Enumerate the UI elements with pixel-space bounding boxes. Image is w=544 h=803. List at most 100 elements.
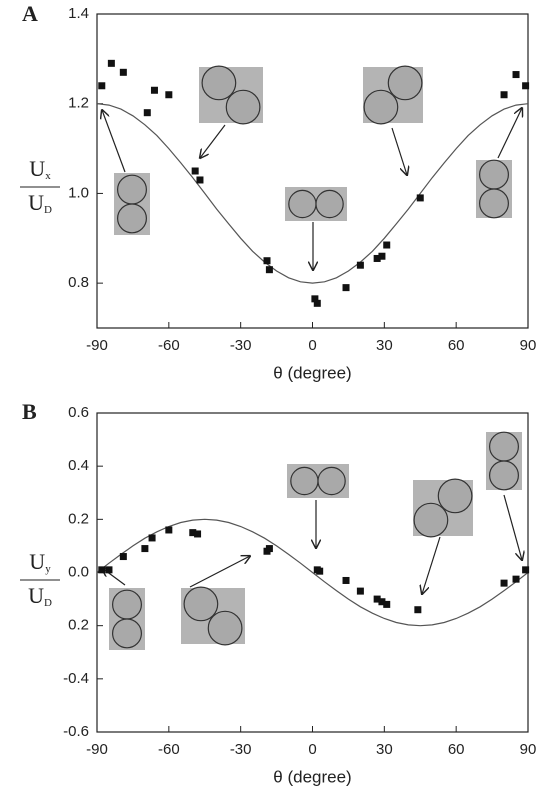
x-tick-label: -30: [230, 337, 252, 354]
data-point: [373, 254, 381, 262]
droplet: [315, 189, 344, 219]
y-label-subscript: D: [44, 204, 52, 216]
x-tick-label: 90: [520, 337, 537, 354]
droplet: [201, 65, 237, 101]
x-tick-label: 0: [308, 337, 316, 354]
droplet: [363, 89, 399, 125]
data-point: [356, 587, 364, 595]
data-point: [500, 579, 508, 587]
arrow: [391, 127, 407, 175]
x-tick-label: -60: [158, 741, 180, 758]
y-tick-label: 0.2: [68, 617, 89, 634]
arrow: [422, 536, 441, 594]
droplet: [225, 89, 261, 125]
droplet: [489, 460, 520, 491]
panel-label: B: [22, 399, 37, 424]
y-tick-label: 0.6: [68, 404, 89, 421]
data-point: [414, 606, 422, 614]
data-point: [98, 82, 106, 90]
data-point: [378, 252, 386, 260]
data-point: [119, 68, 127, 76]
model-curve: [96, 103, 529, 284]
data-point: [165, 91, 173, 99]
data-point: [189, 529, 197, 537]
data-point: [500, 91, 508, 99]
y-label-subscript: x: [45, 170, 51, 182]
y-tick-label: 0.4: [68, 457, 89, 474]
droplet: [116, 203, 147, 234]
y-tick-label: 0.0: [68, 563, 89, 580]
y-label-symbol: U: [28, 583, 44, 608]
droplet: [413, 502, 449, 538]
plot-frame: [96, 13, 529, 329]
data-point: [383, 600, 391, 608]
data-point: [313, 299, 321, 307]
droplet: [479, 159, 510, 190]
droplet: [317, 466, 346, 496]
y-label-symbol: U: [29, 549, 45, 574]
data-point: [194, 530, 202, 538]
arrow: [189, 556, 250, 588]
arrow: [102, 568, 126, 586]
data-point: [150, 86, 158, 94]
y-tick-label: 0.2: [68, 510, 89, 527]
arrow: [200, 124, 226, 158]
data-point: [148, 534, 156, 542]
y-axis-label-numerator: Uy: [29, 549, 51, 574]
x-tick-label: -90: [86, 337, 108, 354]
data-point: [265, 545, 273, 553]
arrow: [102, 110, 126, 173]
data-point: [356, 261, 364, 269]
data-point: [98, 566, 106, 574]
droplet: [111, 618, 142, 649]
y-axis-label-denominator: UD: [28, 583, 52, 608]
droplet: [387, 65, 423, 101]
data-point: [143, 109, 151, 117]
droplet: [288, 189, 317, 219]
droplet: [183, 586, 219, 622]
y-tick-label: 1.0: [68, 184, 89, 201]
x-tick-label: -30: [230, 741, 252, 758]
data-point: [316, 567, 324, 575]
y-tick-label: -0.4: [63, 670, 89, 687]
data-point: [373, 595, 381, 603]
x-tick-label: -90: [86, 741, 108, 758]
data-point: [512, 575, 520, 583]
data-point: [141, 545, 149, 553]
arrow: [497, 108, 522, 159]
x-axis-label: θ (degree): [273, 363, 351, 382]
data-point: [512, 71, 520, 79]
data-point: [522, 82, 530, 90]
x-tick-label: -60: [158, 337, 180, 354]
x-tick-label: 30: [376, 741, 393, 758]
droplet: [111, 589, 142, 620]
arrow: [503, 494, 522, 560]
droplet: [207, 610, 243, 646]
data-point: [311, 295, 319, 303]
droplet: [479, 188, 510, 219]
y-label-symbol: U: [28, 190, 44, 215]
data-point: [107, 59, 115, 67]
y-tick-label: 0.8: [68, 274, 89, 291]
data-point: [416, 194, 424, 202]
data-point: [119, 553, 127, 561]
droplet: [489, 431, 520, 462]
data-point: [105, 566, 113, 574]
data-point: [342, 284, 350, 292]
data-point: [165, 526, 173, 534]
x-tick-label: 90: [520, 741, 537, 758]
y-tick-label: -0.6: [63, 723, 89, 740]
y-tick-label: 1.2: [68, 95, 89, 112]
y-label-subscript: D: [44, 597, 52, 609]
data-point: [378, 598, 386, 606]
x-tick-label: 30: [376, 337, 393, 354]
data-point: [265, 266, 273, 274]
droplet: [116, 174, 147, 205]
data-point: [196, 176, 204, 184]
data-point: [191, 167, 199, 175]
data-point: [383, 241, 391, 249]
y-tick-label: 1.4: [68, 5, 89, 22]
y-axis-label-numerator: Ux: [29, 156, 51, 181]
y-label-subscript: y: [45, 563, 51, 575]
